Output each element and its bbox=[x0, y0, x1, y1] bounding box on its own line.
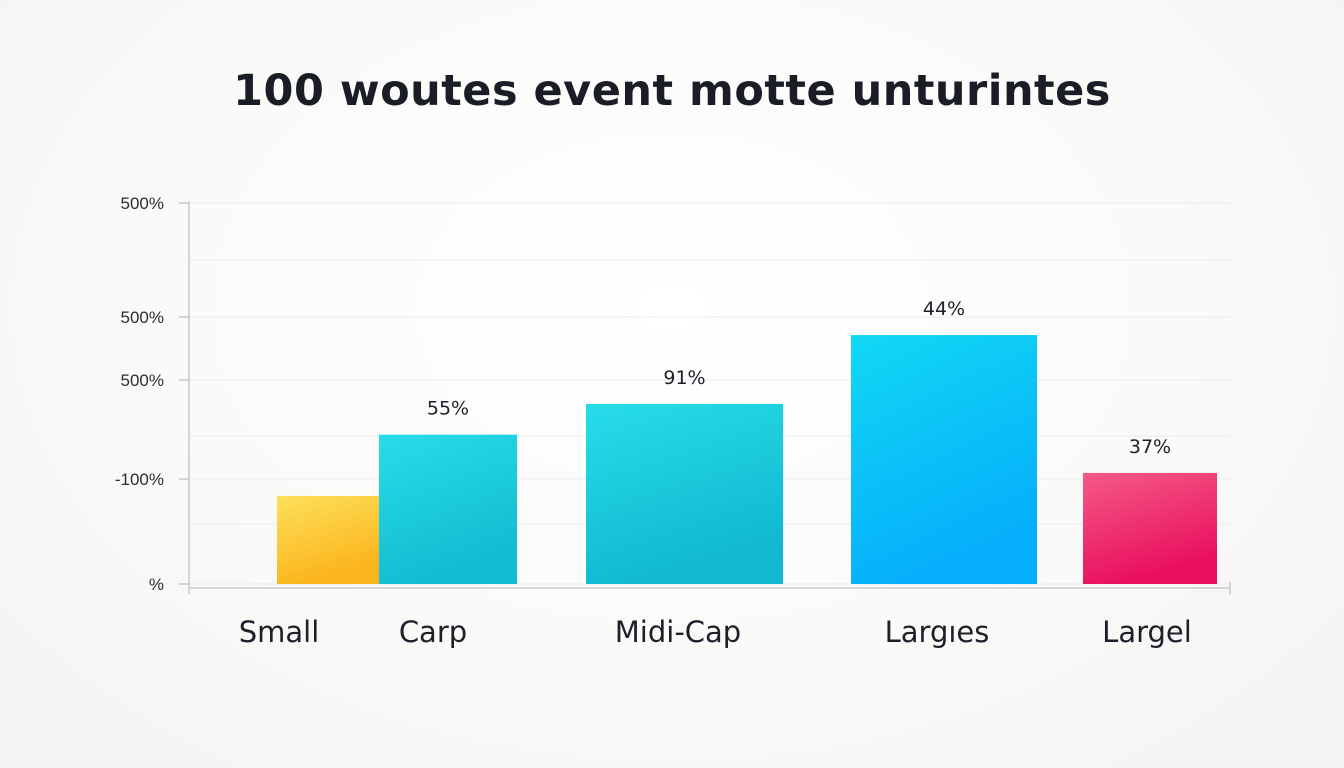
category-label-2: Midi-Cap bbox=[615, 615, 741, 649]
y-tick-label: 500% bbox=[121, 194, 164, 213]
data-label-1: 55% bbox=[427, 398, 469, 420]
y-tick-label: 500% bbox=[121, 371, 164, 390]
data-label-3: 44% bbox=[923, 298, 965, 320]
bar-0 bbox=[277, 495, 379, 584]
bar-3 bbox=[851, 335, 1037, 584]
category-label-0: Small bbox=[239, 615, 320, 649]
data-label-2: 91% bbox=[663, 367, 705, 389]
data-label-4: 37% bbox=[1129, 436, 1171, 458]
y-tick-label: % bbox=[149, 575, 164, 594]
bar-1 bbox=[379, 434, 517, 584]
y-tick-label: -100% bbox=[115, 470, 164, 489]
chart-title: 100 woutes event motte unturintes bbox=[233, 66, 1111, 116]
y-tick-label: 500% bbox=[121, 308, 164, 327]
category-label-4: Largel bbox=[1102, 615, 1192, 649]
category-label-3: Largıes bbox=[885, 615, 990, 649]
bar-4 bbox=[1083, 472, 1217, 584]
category-label-1: Carp bbox=[399, 615, 467, 649]
bar-2 bbox=[586, 403, 783, 584]
